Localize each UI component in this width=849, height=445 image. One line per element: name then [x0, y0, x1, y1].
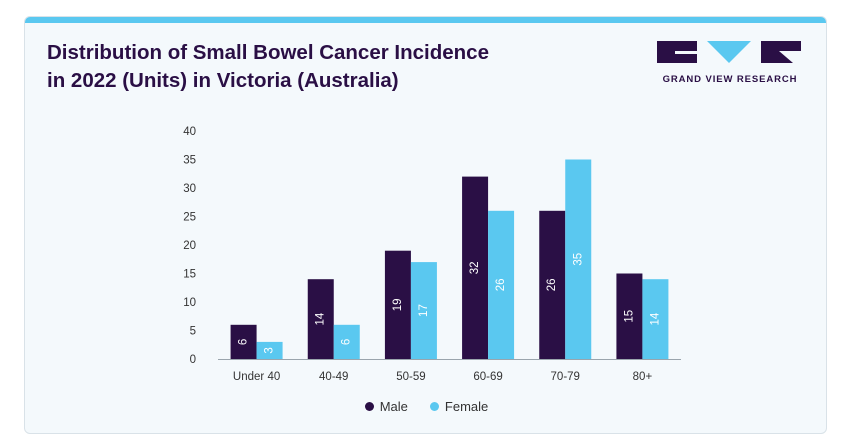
- x-tick-label: 70-79: [551, 371, 580, 383]
- bars-group: 6 3 14 6 19 17 32 26 26 35 15 14: [230, 159, 669, 359]
- x-axis: Under 40 40-49 50-59 60-69 70-79 80+: [233, 371, 653, 383]
- y-tick-label: 35: [183, 155, 196, 167]
- chart-card: Distribution of Small Bowel Cancer Incid…: [24, 16, 827, 434]
- title-line-1: Distribution of Small Bowel Cancer Incid…: [47, 41, 489, 64]
- data-label: 14: [649, 312, 661, 325]
- data-label: 3: [264, 347, 276, 353]
- bar-male-1: [307, 279, 334, 359]
- y-tick-label: 0: [190, 354, 196, 366]
- legend-dot-icon: [364, 402, 374, 411]
- data-label: 26: [495, 279, 507, 292]
- data-label: 6: [238, 339, 250, 345]
- bar-female-0: [256, 341, 283, 359]
- bar-male-5: [616, 273, 643, 359]
- logo-text: GRAND VIEW RESEARCH: [662, 74, 798, 85]
- data-label: 32: [469, 261, 481, 274]
- data-label: 6: [341, 339, 353, 345]
- bar-male-2: [384, 250, 411, 359]
- title-line-2: in 2022 (Units) in Victoria (Australia): [47, 69, 399, 92]
- data-label: 15: [623, 310, 635, 323]
- data-label: 14: [315, 312, 327, 325]
- grand-view-research-logo-icon: [657, 41, 801, 63]
- bar-male-3: [462, 176, 489, 359]
- legend-dot-icon: [429, 402, 439, 411]
- y-tick-label: 20: [183, 240, 196, 252]
- y-axis: 0 5 10 15 20 25 30 35 40: [183, 126, 681, 366]
- legend-item-female: Female: [429, 399, 489, 414]
- y-tick-label: 40: [183, 126, 196, 138]
- bar-female-2: [410, 262, 437, 359]
- data-label: 17: [418, 304, 430, 317]
- chart-title: Distribution of Small Bowel Cancer Incid…: [47, 39, 607, 95]
- y-tick-label: 5: [190, 326, 196, 338]
- legend-item-male: Male: [364, 399, 408, 414]
- bar-female-5: [642, 279, 669, 359]
- bar-chart: 0 5 10 15 20 25 30 35 40 6 3 14 6 19 17 32 26 26 35 15 14 U…: [183, 126, 681, 383]
- y-tick-label: 25: [183, 212, 196, 224]
- x-tick-label: 80+: [633, 371, 653, 383]
- y-tick-label: 30: [183, 183, 196, 195]
- bar-female-3: [488, 210, 515, 359]
- data-label: 35: [572, 253, 584, 266]
- legend-label: Male: [379, 399, 408, 414]
- bar-male-0: [230, 324, 257, 359]
- x-tick-label: 60-69: [473, 371, 502, 383]
- data-label: 19: [392, 298, 404, 311]
- legend-label: Female: [444, 399, 489, 414]
- bar-female-1: [333, 324, 360, 359]
- bar-female-4: [565, 159, 592, 359]
- accent-bar: [25, 17, 826, 23]
- legend: Male Female: [25, 399, 826, 414]
- x-tick-label: 50-59: [396, 371, 425, 383]
- x-tick-label: Under 40: [233, 371, 280, 383]
- y-tick-label: 10: [183, 297, 196, 309]
- bar-male-4: [539, 210, 566, 359]
- data-label: 26: [546, 279, 558, 292]
- y-tick-label: 15: [183, 269, 196, 281]
- x-tick-label: 40-49: [319, 371, 348, 383]
